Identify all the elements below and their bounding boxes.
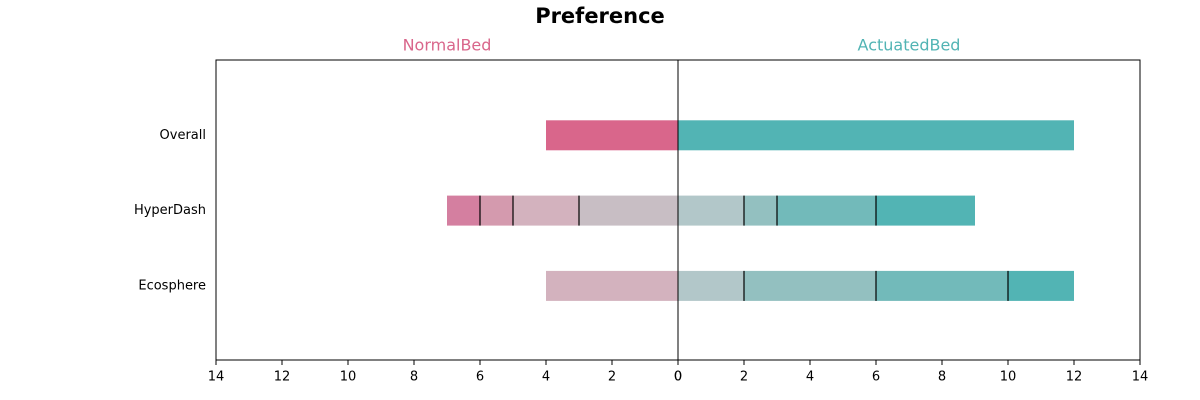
side-label: ActuatedBed [858,36,961,55]
bar-segment [744,195,777,226]
bar-segment [480,195,513,226]
bar-segment [678,120,1074,151]
x-tick-label: 6 [872,370,880,385]
x-tick-label: 8 [938,370,946,385]
x-tick-label: 10 [1000,370,1017,385]
side-label: NormalBed [403,36,492,55]
bar-segment [579,195,678,226]
x-tick-label: 8 [410,370,418,385]
bar-segment [1008,270,1074,301]
x-tick-label: 0 [674,370,682,385]
x-tick-label: 10 [340,370,357,385]
y-tick-label: Ecosphere [138,278,206,293]
x-tick-label: 2 [608,370,616,385]
bar-segment [876,195,975,226]
x-tick-label: 4 [806,370,814,385]
x-tick-label: 12 [1066,370,1083,385]
bar-segment [777,195,876,226]
x-tick-label: 4 [542,370,550,385]
bar-segment [876,270,1008,301]
y-tick-label: Overall [160,128,206,143]
bar-segment [678,270,744,301]
x-tick-label: 14 [1132,370,1149,385]
x-tick-label: 14 [208,370,225,385]
y-tick-label: HyperDash [134,203,206,218]
x-tick-label: 6 [476,370,484,385]
bar-segment [546,270,678,301]
x-tick-label: 0 [674,370,682,385]
bar-segment [447,195,480,226]
x-tick-label: 2 [740,370,748,385]
bar-segment [744,270,876,301]
bar-segment [678,195,744,226]
x-tick-label: 12 [274,370,291,385]
bar-segment [513,195,579,226]
bar-segment [546,120,678,151]
chart-title: Preference [535,4,665,28]
